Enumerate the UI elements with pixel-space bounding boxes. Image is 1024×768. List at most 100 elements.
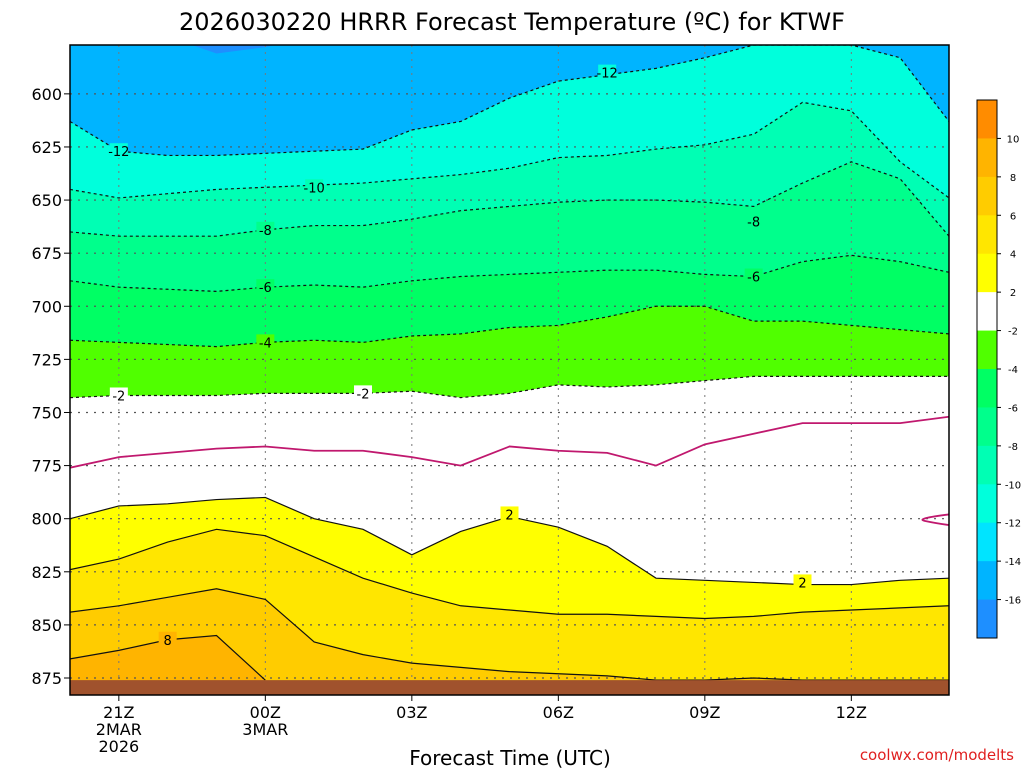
x-tick-label: 21Z (103, 703, 134, 722)
colorbar-swatch (977, 561, 997, 601)
colorbar-swatch (977, 484, 997, 524)
contour-label-bg (109, 387, 128, 403)
y-tick-label: 850 (31, 616, 62, 635)
credit-text: coolwx.com/modelts (860, 746, 1014, 764)
contour-label: 2 (505, 508, 513, 523)
temperature-fill (70, 45, 949, 695)
contour-line (70, 415, 949, 469)
contour-label: -12 (108, 145, 129, 160)
y-tick-label: 775 (31, 457, 62, 476)
contour-label: -12 (597, 67, 618, 82)
contour-line (70, 45, 949, 157)
colorbar-swatch (977, 369, 997, 408)
contour-line (70, 528, 949, 620)
x-tick-label: 00Z (250, 703, 281, 722)
contour-label: -6 (259, 281, 272, 296)
fill-band (70, 588, 949, 695)
colorbar-label: 8 (1010, 173, 1016, 184)
y-tick-label: 825 (31, 563, 62, 582)
contour-label-bg (158, 631, 177, 647)
contour-label: -8 (259, 224, 272, 239)
contour-lines (70, 45, 949, 681)
contour-label: -2 (112, 389, 125, 404)
contour-label: 2 (798, 576, 806, 591)
colorbar-swatch (977, 522, 997, 562)
x-tick-label: 3MAR (242, 720, 288, 739)
colorbar-label: -12 (1005, 519, 1021, 530)
y-tick-label: 625 (31, 138, 62, 157)
chart-title: 2026030220 HRRR Forecast Temperature (ºC… (179, 8, 845, 36)
colorbar-swatch (977, 292, 997, 332)
colorbar-label: -10 (1005, 480, 1021, 491)
colorbar-label: -14 (1005, 557, 1021, 568)
contour-line (70, 161, 949, 237)
colorbar-label: -2 (1008, 327, 1018, 338)
colorbar-swatch (977, 407, 997, 447)
colorbar-label: -6 (1008, 403, 1018, 414)
plot-frame (69, 44, 950, 696)
colorbar-swatch (977, 176, 997, 216)
y-tick-label: 700 (31, 297, 62, 316)
contour-label: -10 (304, 181, 325, 196)
contour-label-bg (305, 179, 324, 195)
contour-label: -6 (747, 271, 760, 286)
colorbar-swatch (977, 253, 997, 293)
contour-label: -2 (357, 387, 370, 402)
colorbar-label: -16 (1005, 596, 1021, 607)
colorbar-swatch (977, 599, 997, 639)
y-tick-label: 675 (31, 244, 62, 263)
x-axis-label: Forecast Time (UTC) (409, 746, 611, 768)
contour-line (70, 305, 949, 348)
ground (70, 680, 949, 695)
y-tick-label: 875 (31, 669, 62, 688)
fill-band (192, 45, 276, 54)
y-axis: 600 625 650 675 700 725 750 775 800 825 850 875 (31, 85, 70, 688)
colorbar-swatch (977, 330, 997, 370)
contour-line (70, 375, 949, 399)
contour-label-bg (354, 385, 372, 401)
contour-label-bg (598, 64, 617, 80)
colorbar-swatch (977, 100, 997, 139)
colorbar-label: 4 (1010, 250, 1016, 261)
colorbar: 10 8 6 4 2 -2 -4 -6 -8 -10 -12 -14 -16 (976, 99, 1021, 639)
x-tick-label: 09Z (689, 703, 720, 722)
contour-label: -8 (747, 215, 760, 230)
contour-line (921, 513, 949, 526)
contour-line (70, 101, 949, 199)
contour-label: -4 (259, 336, 272, 351)
colorbar-label: -8 (1008, 442, 1018, 453)
colorbar-swatch (977, 138, 997, 178)
colorbar-label: 2 (1010, 288, 1016, 299)
x-tick-label: 03Z (396, 703, 427, 722)
contour-labels: 2 2 8 -12 -12 -10 -8 -8 -6 -6 -4 -2 -2 (108, 64, 812, 649)
colorbar-swatch (977, 215, 997, 255)
fill-band (70, 45, 363, 99)
contour-label-bg (500, 506, 519, 522)
y-tick-label: 600 (31, 85, 62, 104)
contour-label-bg (256, 279, 275, 295)
colorbar-swatch (977, 445, 997, 485)
contour-line (70, 254, 949, 293)
colorbar-label: -4 (1008, 365, 1018, 376)
ground-fill (70, 680, 949, 695)
y-tick-label: 650 (31, 191, 62, 210)
plot-area (70, 45, 949, 695)
y-tick-label: 800 (31, 510, 62, 529)
x-tick-label: 06Z (543, 703, 574, 722)
x-tick-label: 12Z (836, 703, 867, 722)
contour-label-bg (256, 221, 275, 237)
y-tick-label: 725 (31, 350, 62, 369)
colorbar-label: 6 (1010, 211, 1016, 222)
contour-label-bg (744, 268, 763, 284)
x-tick-label: 2026 (98, 737, 139, 756)
contour-label: 8 (164, 634, 172, 649)
contour-label-bg (744, 213, 763, 229)
contour-label-bg (793, 574, 812, 590)
y-tick-label: 750 (31, 403, 62, 422)
x-tick-label: 2MAR (96, 720, 142, 739)
contour-label-bg (256, 334, 275, 350)
contour-label-bg (109, 143, 128, 159)
colorbar-label: 10 (1007, 134, 1020, 145)
